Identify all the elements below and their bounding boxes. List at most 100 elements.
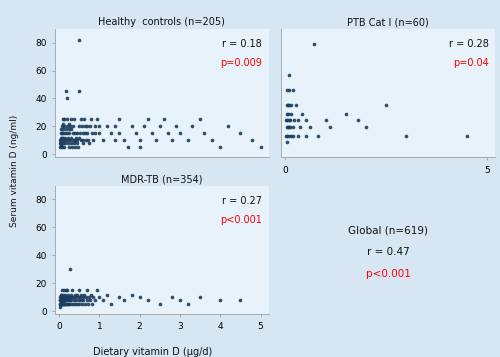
- Point: [56, 297, 64, 303]
- Point: [60, 287, 68, 293]
- Point: [86, 297, 94, 303]
- Point: [72, 135, 80, 141]
- Point: [62, 287, 70, 293]
- Point: [283, 102, 291, 108]
- Point: [284, 102, 292, 108]
- Point: [63, 96, 71, 101]
- Point: [96, 295, 104, 300]
- Point: [64, 135, 72, 141]
- Point: [73, 302, 81, 307]
- Point: [67, 295, 75, 300]
- Point: [77, 297, 85, 303]
- Point: [402, 133, 410, 139]
- Point: [84, 137, 92, 143]
- Point: [294, 117, 302, 123]
- Point: [108, 131, 116, 136]
- Point: [75, 124, 83, 129]
- Point: [75, 302, 83, 307]
- Point: [286, 102, 294, 108]
- Point: [284, 72, 292, 77]
- Text: r = 0.18: r = 0.18: [222, 39, 262, 49]
- Point: [60, 295, 68, 300]
- Point: [104, 124, 112, 129]
- Point: [60, 302, 68, 307]
- Point: [63, 297, 71, 303]
- Point: [83, 124, 91, 129]
- Point: [79, 137, 87, 143]
- Title: MDR-TB (n=354): MDR-TB (n=354): [121, 174, 202, 184]
- Point: [76, 295, 84, 300]
- Point: [284, 133, 292, 139]
- Point: [288, 102, 296, 108]
- Point: [75, 135, 83, 141]
- Point: [73, 137, 81, 143]
- Point: [67, 292, 75, 297]
- Point: [60, 137, 68, 143]
- Point: [83, 131, 91, 136]
- Point: [66, 137, 74, 143]
- Point: [58, 295, 66, 300]
- Point: [236, 131, 244, 136]
- Point: [58, 297, 66, 303]
- Point: [326, 124, 334, 130]
- Point: [322, 117, 330, 123]
- Point: [284, 117, 292, 123]
- Point: [196, 295, 204, 300]
- Point: [71, 145, 79, 150]
- Point: [71, 131, 79, 136]
- Point: [60, 117, 68, 122]
- Point: [65, 295, 73, 300]
- Point: [196, 117, 204, 122]
- Point: [64, 302, 72, 307]
- Point: [168, 295, 176, 300]
- Text: p<0.001: p<0.001: [220, 215, 262, 225]
- Point: [67, 117, 75, 122]
- Point: [59, 302, 67, 307]
- Text: p=0.009: p=0.009: [220, 58, 262, 68]
- Point: [57, 131, 65, 136]
- Point: [69, 131, 77, 136]
- Point: [75, 37, 83, 42]
- Point: [290, 124, 298, 130]
- Point: [164, 131, 172, 136]
- Point: [56, 140, 64, 146]
- Point: [94, 287, 102, 293]
- Point: [59, 121, 67, 126]
- Point: [61, 295, 69, 300]
- Point: [56, 145, 64, 150]
- Point: [58, 137, 66, 143]
- Point: [58, 140, 66, 146]
- Point: [78, 302, 86, 307]
- Point: [290, 117, 298, 123]
- Point: [184, 302, 192, 307]
- Point: [70, 297, 78, 303]
- Text: r = 0.28: r = 0.28: [448, 39, 488, 49]
- Point: [288, 111, 296, 117]
- Point: [56, 302, 64, 307]
- Point: [56, 302, 64, 307]
- Point: [290, 87, 298, 93]
- Point: [77, 137, 85, 143]
- Point: [59, 140, 67, 146]
- Point: [67, 302, 75, 307]
- Point: [88, 302, 96, 307]
- Point: [92, 131, 100, 136]
- Point: [116, 117, 124, 122]
- Point: [136, 137, 143, 143]
- Point: [79, 297, 87, 303]
- Point: [144, 117, 152, 122]
- Point: [140, 124, 147, 129]
- Point: [294, 133, 302, 139]
- Point: [56, 135, 64, 141]
- Point: [463, 133, 471, 139]
- Point: [80, 292, 88, 297]
- Point: [128, 124, 136, 129]
- Point: [56, 137, 64, 143]
- Point: [56, 297, 64, 303]
- Point: [176, 131, 184, 136]
- Point: [148, 131, 156, 136]
- Point: [88, 131, 96, 136]
- Point: [286, 117, 294, 123]
- Point: [152, 137, 160, 143]
- Point: [69, 302, 77, 307]
